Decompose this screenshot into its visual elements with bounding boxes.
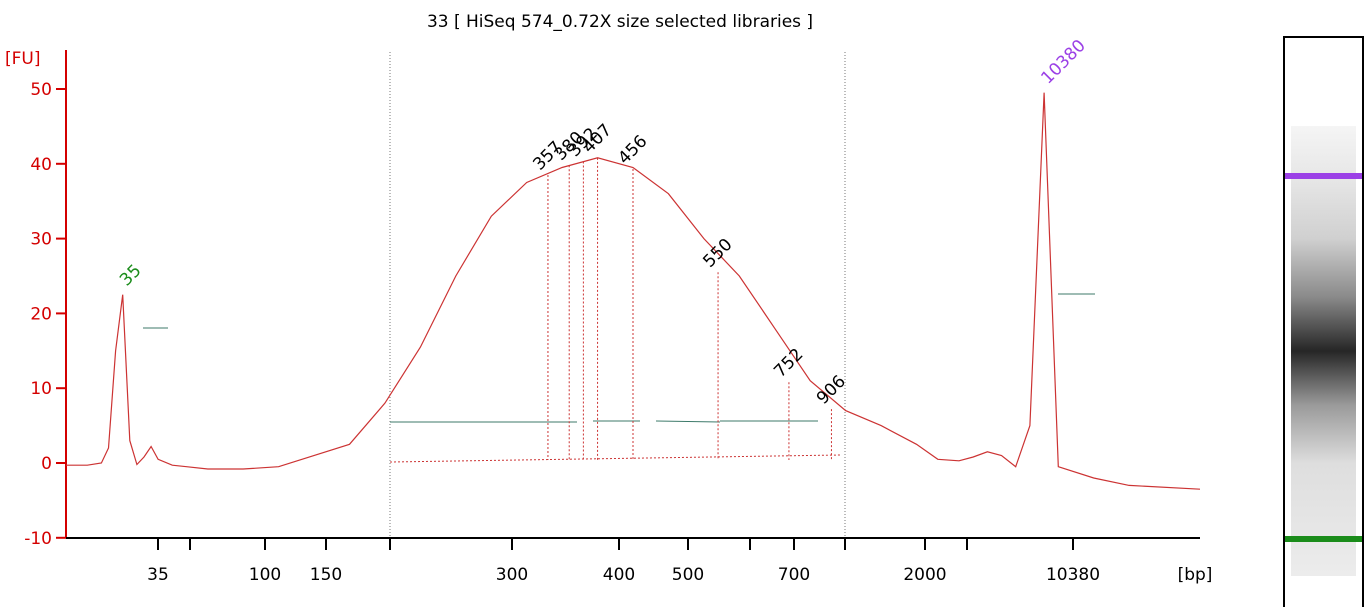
integration-baseline <box>389 454 841 463</box>
peak-size-label: 752 <box>770 345 807 382</box>
marker-peak-label: 10380 <box>1037 36 1089 88</box>
gel-upper-marker-band <box>1285 173 1362 179</box>
gel-image <box>1283 36 1364 607</box>
y-tick-label: 40 <box>30 155 52 175</box>
x-tick-label: 2000 <box>903 565 946 585</box>
x-tick-label: 500 <box>672 565 704 585</box>
x-tick-label: 700 <box>778 565 810 585</box>
y-tick-label: 30 <box>30 230 52 250</box>
y-tick-label: 20 <box>30 304 52 324</box>
y-axis-label: [FU] <box>5 49 41 69</box>
x-tick-label: 150 <box>310 565 342 585</box>
y-tick-label: 0 <box>41 454 52 474</box>
peak-baseline <box>655 420 721 423</box>
peak-size-label: 456 <box>614 131 651 168</box>
peak-size-label: 906 <box>813 372 850 409</box>
x-tick-label: 35 <box>147 565 169 585</box>
y-tick-label: 10 <box>30 379 52 399</box>
signal-trace <box>66 92 1201 490</box>
x-tick-label: 400 <box>603 565 635 585</box>
y-tick-label: -10 <box>24 529 52 549</box>
x-tick-label: 100 <box>249 565 281 585</box>
x-tick-label: 10380 <box>1046 565 1100 585</box>
gel-lane <box>1291 126 1356 576</box>
x-tick-label: 300 <box>496 565 528 585</box>
gel-lower-marker-band <box>1285 536 1362 542</box>
electropherogram-chart: 33 [ HiSeq 574_0.72X size selected libra… <box>5 12 1213 585</box>
chart-title: 33 [ HiSeq 574_0.72X size selected libra… <box>427 12 813 32</box>
marker-peak-label: 35 <box>116 261 145 290</box>
y-tick-label: 50 <box>30 80 52 100</box>
x-axis-label: [bp] <box>1178 565 1213 585</box>
